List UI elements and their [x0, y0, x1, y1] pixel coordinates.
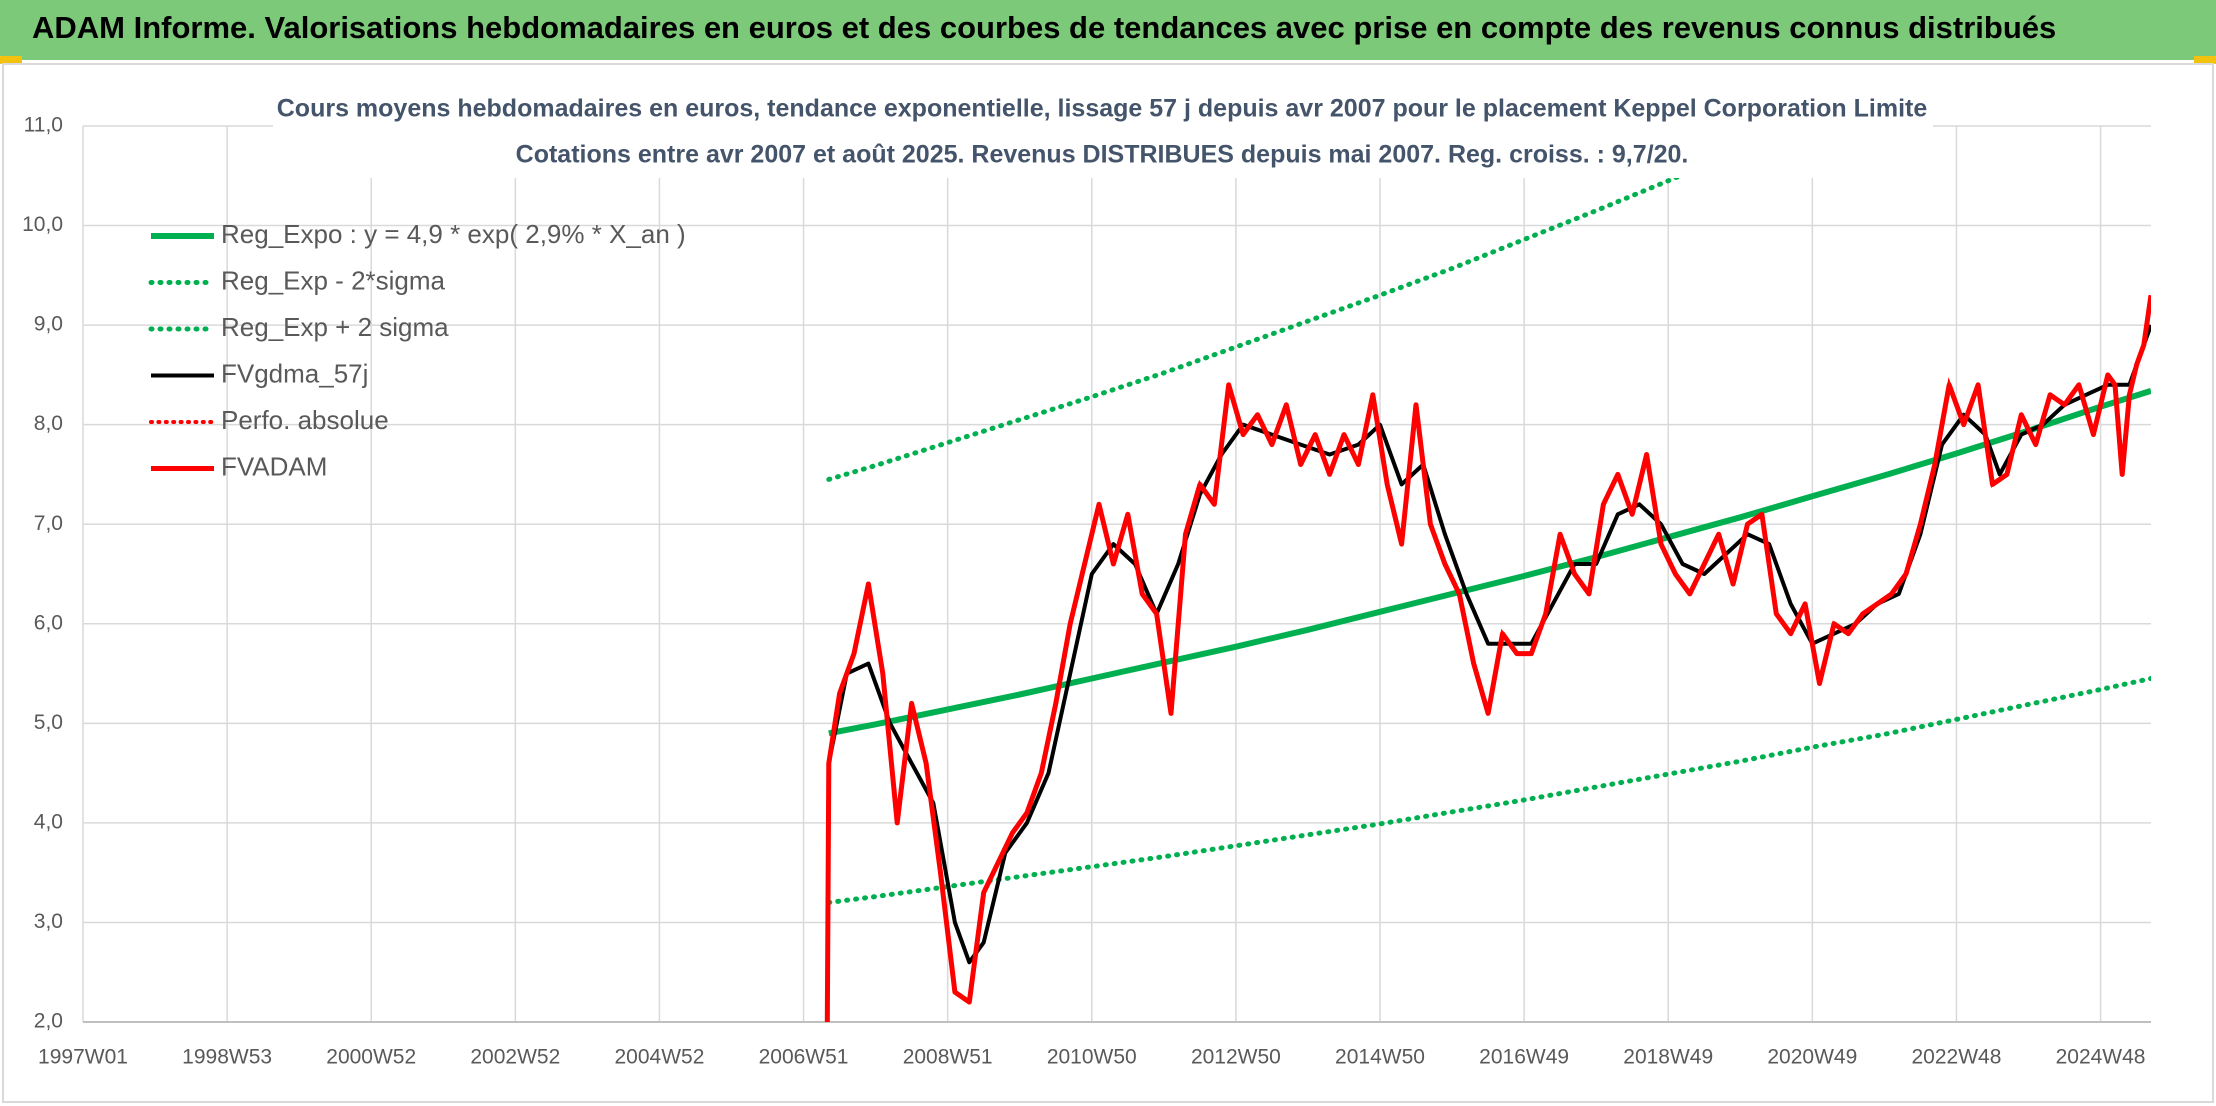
- header-title: ADAM Informe. Valorisations hebdomadaire…: [32, 10, 2056, 45]
- x-tick-label: 2010W50: [1047, 1046, 1137, 1069]
- corner: [0, 56, 22, 64]
- chart-subtitle: Cotations entre avr 2007 et août 2025. R…: [516, 141, 1689, 169]
- legend-label: Reg_Exp + 2 sigma: [221, 312, 449, 342]
- x-tick-label: 2000W52: [326, 1046, 416, 1069]
- series-line: [824, 294, 2151, 1022]
- legend-label: Reg_Expo : y = 4,9 * exp( 2,9% * X_an ): [221, 219, 686, 249]
- legend-label: FVADAM: [221, 451, 327, 481]
- legend-label: Reg_Exp - 2*sigma: [221, 265, 446, 295]
- x-tick-label: 2006W51: [759, 1046, 849, 1069]
- y-tick-label: 7,0: [34, 512, 63, 535]
- y-tick-label: 11,0: [24, 114, 63, 137]
- y-tick-label: 4,0: [34, 810, 63, 833]
- title-box: [273, 88, 1933, 178]
- y-tick-label: 2,0: [34, 1010, 63, 1033]
- chart-title: Cours moyens hebdomadaires en euros, ten…: [277, 95, 1928, 123]
- x-tick-label: 2018W49: [1623, 1046, 1713, 1069]
- header-bar: [0, 0, 2216, 60]
- series-line: [826, 676, 2151, 905]
- y-tick-label: 6,0: [34, 611, 63, 634]
- corner: [2194, 56, 2216, 64]
- legend-label: FVgdma_57j: [221, 358, 368, 388]
- x-tick-label: 2024W48: [2056, 1046, 2146, 1069]
- x-tick-label: 2004W52: [614, 1046, 704, 1069]
- x-tick-label: 1997W01: [38, 1046, 128, 1069]
- x-tick-label: 1998W53: [182, 1046, 272, 1069]
- plot-area: [824, 126, 2151, 1022]
- x-tick-label: 2012W50: [1191, 1046, 1281, 1069]
- series-line: [828, 387, 2151, 737]
- y-tick-label: 5,0: [34, 711, 63, 734]
- x-tick-label: 2008W51: [903, 1046, 993, 1069]
- x-tick-label: 2014W50: [1335, 1046, 1425, 1069]
- y-tick-label: 9,0: [34, 313, 63, 336]
- y-tick-label: 10,0: [22, 213, 63, 236]
- legend-label: Perfo. absolue: [221, 405, 389, 435]
- y-tick-label: 8,0: [34, 412, 63, 435]
- legend: Reg_Expo : y = 4,9 * exp( 2,9% * X_an ) R…: [148, 219, 686, 481]
- grid: [82, 125, 2151, 1023]
- x-tick-label: 2016W49: [1479, 1046, 1569, 1069]
- chart-border: [2, 63, 2214, 1103]
- x-tick-label: 2022W48: [1911, 1046, 2001, 1069]
- x-tick-label: 2020W49: [1767, 1046, 1857, 1069]
- x-tick-label: 2002W52: [470, 1046, 560, 1069]
- y-tick-label: 3,0: [34, 910, 63, 933]
